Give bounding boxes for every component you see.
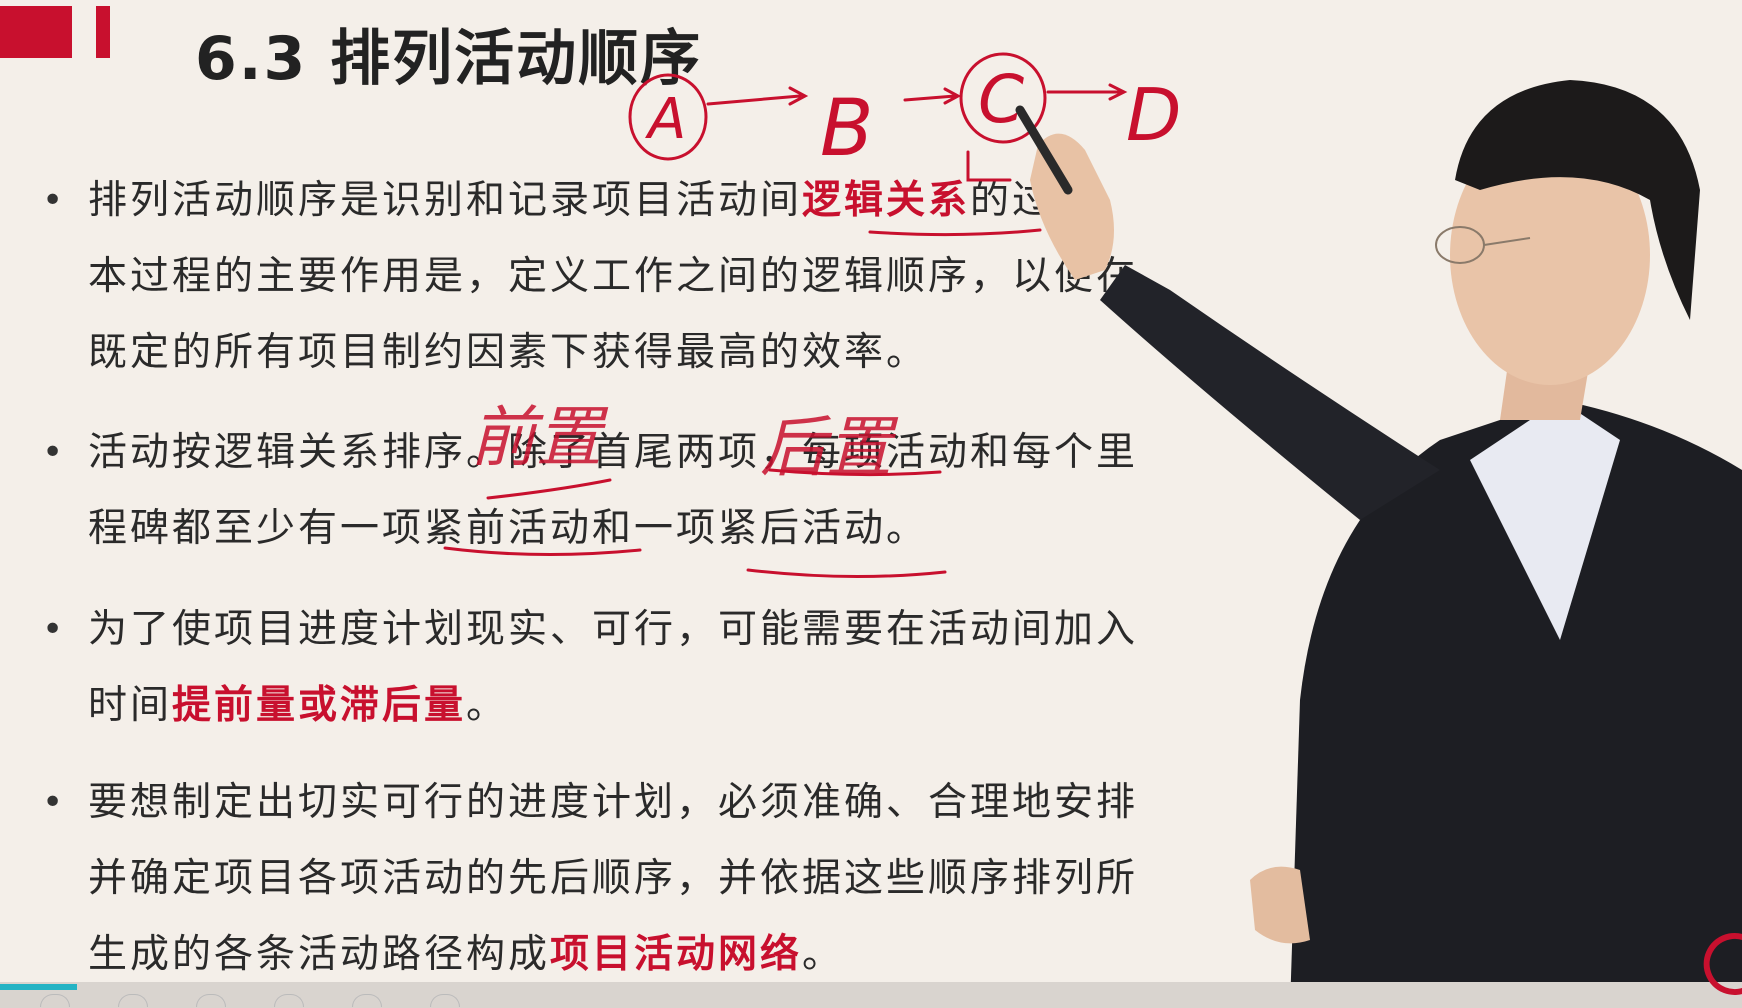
bullet-line: 要想制定出切实可行的进度计划，必须准确、合理地安排 xyxy=(88,765,1248,841)
text-segment: 。 xyxy=(802,932,845,977)
bullet-line: 并确定项目各项活动的先后顺序，并依据这些顺序排列所 xyxy=(88,841,1248,917)
title-accent-bar xyxy=(0,6,72,58)
bullet-marker: • xyxy=(42,609,64,650)
refresh-icon[interactable] xyxy=(1700,930,1742,1000)
bullet-text: 排列活动顺序是识别和记录项目活动间逻辑关系的过程。本过程的主要作用是，定义工作之… xyxy=(88,163,1248,391)
text-segment: 既定的所有项目制约因素下获得最高的效率。 xyxy=(88,330,929,375)
bullet-text: 为了使项目进度计划现实、可行，可能需要在活动间加入 时间提前量或滞后量。 xyxy=(88,592,1248,744)
bullet-1: • 排列活动顺序是识别和记录项目活动间逻辑关系的过程。本过程的主要作用是，定义工… xyxy=(42,163,1257,393)
text-segment: 并确定项目各项活动的先后顺序，并依据这些顺序排列所 xyxy=(88,856,1139,901)
text-segment: 生成的各条活动路径构成 xyxy=(88,932,551,977)
bullet-4: • 要想制定出切实可行的进度计划，必须准确、合理地安排 并确定项目各项活动的先后顺… xyxy=(42,765,1257,995)
bullet-line: 本过程的主要作用是，定义工作之间的逻辑顺序，以便在 xyxy=(88,239,1248,315)
glasses-icon xyxy=(1435,226,1531,264)
presenter-raised-arm xyxy=(1100,265,1440,520)
bullet-3: • 为了使项目进度计划现实、可行，可能需要在活动间加入 时间提前量或滞后量。 xyxy=(42,592,1257,747)
bullet-text: 活动按逻辑关系排序。除了首尾两项，每项活动和每个里 程碑都至少有一项紧前活动和一项… xyxy=(88,415,1248,567)
bullet-line: 既定的所有项目制约因素下获得最高的效率。 xyxy=(88,315,1248,391)
marker-pen xyxy=(1015,105,1073,195)
presenter-torso xyxy=(1290,400,1742,1008)
text-segment: 时间 xyxy=(88,683,173,728)
presenter-shirt-collar xyxy=(1470,400,1620,640)
text-segment: 要想制定出切实可行的进度计划，必须准确、合理地安排 xyxy=(88,780,1139,825)
playback-progress[interactable] xyxy=(0,984,77,990)
highlight-term: 项目活动网络 xyxy=(550,932,803,977)
bullet-line: 为了使项目进度计划现实、可行，可能需要在活动间加入 xyxy=(88,592,1248,668)
bullet-line: 活动按逻辑关系排序。除了首尾两项，每项活动和每个里 xyxy=(88,415,1248,491)
bullet-text: 要想制定出切实可行的进度计划，必须准确、合理地安排 并确定项目各项活动的先后顺序，… xyxy=(88,765,1248,993)
text-segment: 。 xyxy=(466,683,509,728)
player-control-bar[interactable] xyxy=(0,982,1742,1008)
text-segment: 程碑都至少有一项紧前活动和一项紧后活动。 xyxy=(88,506,929,551)
text-segment: 活动按逻辑关系排序。除了首尾两项，每项活动和每个里 xyxy=(88,430,1139,475)
presenter-head xyxy=(1450,125,1650,385)
bullet-line: 生成的各条活动路径构成项目活动网络。 xyxy=(88,917,1248,993)
text-segment: 排列活动顺序是识别和记录项目活动间 xyxy=(88,178,803,223)
bullet-marker: • xyxy=(42,180,64,221)
highlight-term: 逻辑关系 xyxy=(802,178,971,223)
presenter-lower-hand xyxy=(1250,866,1310,944)
slide-title: 6.3 排列活动顺序 xyxy=(195,24,703,94)
bullet-line: 程碑都至少有一项紧前活动和一项紧后活动。 xyxy=(88,491,1248,567)
presenter-hair xyxy=(1455,80,1700,320)
title-accent-stripe xyxy=(96,6,110,58)
bullet-marker: • xyxy=(42,432,64,473)
text-segment: 为了使项目进度计划现实、可行，可能需要在活动间加入 xyxy=(88,607,1139,652)
bullet-marker: • xyxy=(42,782,64,823)
highlight-term: 提前量或滞后量 xyxy=(172,683,467,728)
bullet-2: • 活动按逻辑关系排序。除了首尾两项，每项活动和每个里 程碑都至少有一项紧前活动和… xyxy=(42,415,1257,570)
text-segment: 本过程的主要作用是，定义工作之间的逻辑顺序，以便在 xyxy=(88,254,1139,299)
bullet-line: 时间提前量或滞后量。 xyxy=(88,668,1248,744)
